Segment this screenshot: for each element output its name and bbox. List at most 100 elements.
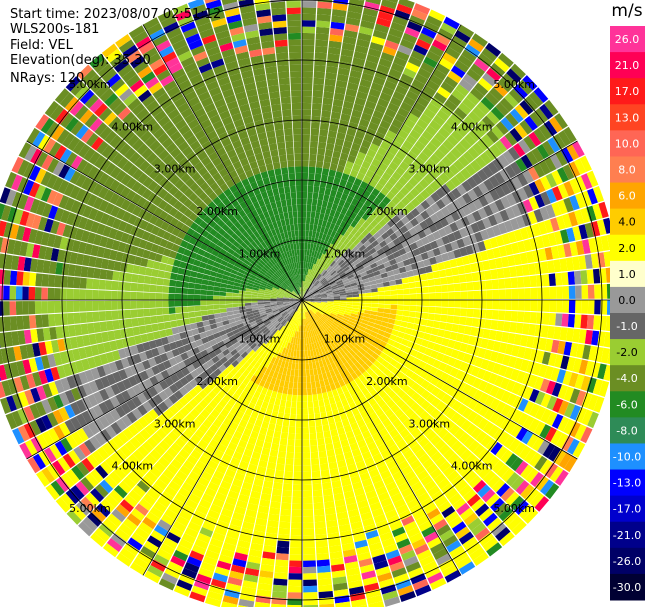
velocity-gate (448, 300, 455, 308)
velocity-gate (302, 280, 304, 288)
velocity-gate (303, 268, 306, 275)
velocity-gate (487, 161, 499, 175)
velocity-gate (143, 308, 151, 317)
velocity-gate (302, 179, 308, 186)
velocity-gate (541, 351, 551, 365)
velocity-gate (396, 289, 404, 295)
velocity-gate (302, 376, 307, 383)
velocity-gate (314, 296, 321, 298)
velocity-gate (325, 307, 333, 312)
velocity-gate (323, 398, 330, 406)
velocity-gate (429, 300, 436, 307)
velocity-gate (573, 270, 582, 285)
velocity-gate (400, 253, 409, 261)
velocity-gate (434, 220, 444, 231)
velocity-gate (269, 507, 281, 516)
velocity-gate (444, 99, 458, 112)
velocity-gate (319, 457, 328, 465)
velocity-gate (320, 297, 328, 299)
velocity-gate (341, 172, 350, 182)
velocity-gate (453, 307, 461, 316)
velocity-gate (311, 287, 318, 293)
velocity-gate (303, 554, 316, 561)
velocity-gate (401, 277, 409, 284)
velocity-gate (296, 350, 300, 358)
velocity-gate (371, 300, 379, 304)
velocity-gate (526, 151, 539, 166)
velocity-gate (543, 300, 551, 312)
velocity-gate (201, 315, 209, 322)
velocity-gate (302, 255, 305, 262)
velocity-gate (341, 42, 356, 51)
velocity-gate (387, 102, 400, 113)
velocity-gate (345, 289, 353, 293)
velocity-gate (391, 214, 401, 224)
velocity-gate (130, 300, 137, 309)
velocity-gate (374, 319, 382, 326)
velocity-gate (345, 88, 358, 98)
velocity-gate (315, 425, 323, 433)
velocity-gate (302, 210, 307, 218)
velocity-gate (322, 240, 328, 248)
velocity-gate (289, 547, 302, 555)
velocity-gate (312, 288, 318, 294)
velocity-gate (307, 294, 314, 298)
velocity-gate (319, 129, 329, 137)
velocity-gate (105, 310, 113, 321)
velocity-gate (350, 219, 358, 228)
velocity-gate (314, 265, 320, 272)
velocity-gate (326, 201, 334, 210)
velocity-gate (481, 47, 498, 62)
velocity-gate (338, 158, 347, 167)
velocity-gate (307, 243, 311, 250)
velocity-gate (466, 176, 478, 189)
velocity-gate (303, 287, 306, 294)
velocity-gate (562, 370, 573, 386)
velocity-gate (528, 91, 544, 107)
velocity-gate (556, 369, 567, 384)
velocity-gate (418, 151, 430, 163)
velocity-gate (336, 226, 344, 234)
velocity-gate (434, 131, 447, 144)
velocity-gate (353, 192, 362, 201)
velocity-gate (190, 322, 198, 330)
velocity-gate (364, 154, 374, 164)
velocity-gate (410, 161, 421, 172)
velocity-gate (413, 101, 426, 113)
velocity-gate (332, 290, 340, 294)
velocity-gate (381, 171, 392, 182)
velocity-gate (282, 387, 289, 395)
velocity-gate (509, 321, 518, 333)
velocity-gate (343, 140, 353, 149)
velocity-gate (426, 79, 440, 92)
velocity-gate (363, 133, 374, 143)
velocity-gate (421, 312, 429, 320)
velocity-gate (311, 109, 322, 117)
velocity-gate (392, 237, 401, 246)
velocity-gate (317, 245, 323, 253)
velocity-gate (578, 224, 588, 240)
velocity-gate (364, 100, 377, 110)
velocity-gate (494, 257, 503, 269)
velocity-gate (302, 102, 312, 110)
velocity-gate (342, 315, 350, 321)
velocity-gate (317, 571, 332, 580)
velocity-gate (586, 170, 599, 188)
velocity-gate (474, 356, 484, 368)
velocity-gate (499, 209, 510, 222)
velocity-gate (332, 308, 339, 312)
velocity-gate (523, 347, 533, 360)
velocity-gate (409, 129, 421, 141)
velocity-gate (436, 109, 450, 122)
velocity-gate (447, 339, 456, 349)
velocity-gate (319, 277, 326, 283)
velocity-gate (454, 142, 467, 155)
velocity-gate (207, 314, 215, 320)
velocity-gate (232, 292, 239, 297)
velocity-gate (379, 325, 387, 332)
velocity-gate (351, 307, 359, 312)
velocity-gate (48, 314, 56, 327)
velocity-gate (402, 310, 410, 317)
velocity-gate (219, 304, 227, 309)
velocity-gate (200, 289, 208, 296)
